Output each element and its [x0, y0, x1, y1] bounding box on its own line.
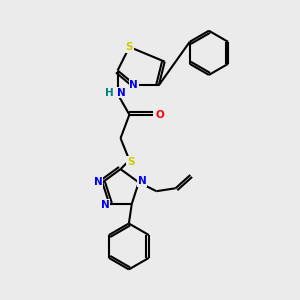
Text: S: S: [127, 157, 135, 167]
Text: N: N: [117, 88, 125, 98]
Text: S: S: [126, 42, 133, 52]
Text: H: H: [105, 88, 114, 98]
Text: N: N: [94, 177, 102, 188]
Text: O: O: [156, 110, 165, 120]
Text: N: N: [129, 80, 138, 90]
Text: N: N: [100, 200, 109, 210]
Text: N: N: [138, 176, 147, 186]
